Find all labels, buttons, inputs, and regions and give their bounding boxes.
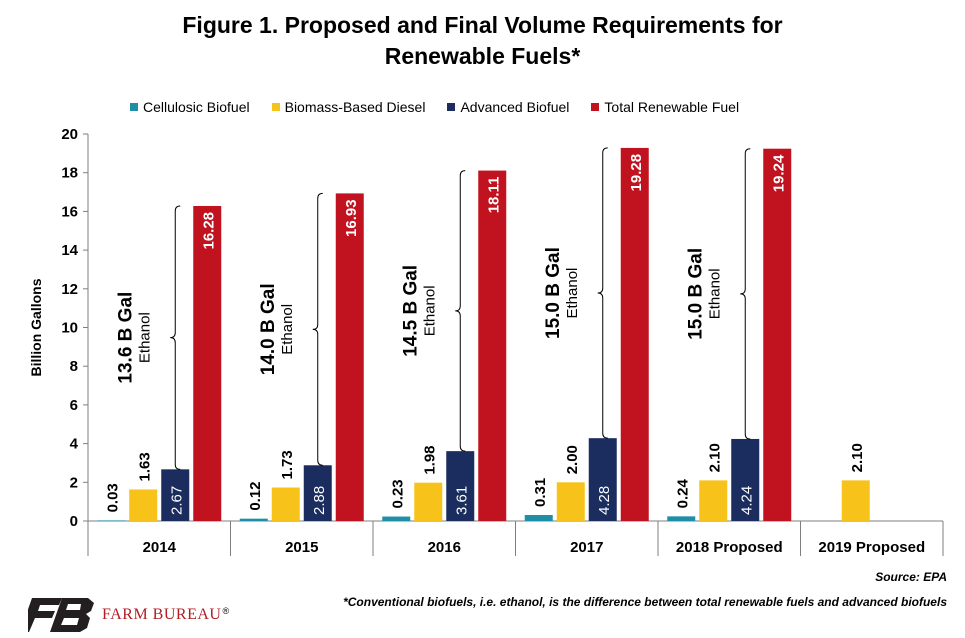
legend-label: Total Renewable Fuel <box>604 99 740 115</box>
legend-item: Biomass-Based Diesel <box>271 99 426 115</box>
legend: Cellulosic Biofuel Biomass-Based Diesel Ad… <box>130 97 739 117</box>
ethanol-amount-label: 13.6 B Gal <box>115 292 136 384</box>
data-label: 1.98 <box>421 445 438 474</box>
data-label: 4.24 <box>738 486 755 515</box>
data-label: 2.67 <box>168 486 185 515</box>
bar <box>667 516 696 521</box>
chart-title-line-2: Renewable Fuels* <box>384 43 581 69</box>
x-tick-label: 2017 <box>570 539 603 556</box>
y-tick-label: 20 <box>61 126 78 143</box>
y-tick-label: 6 <box>70 397 78 414</box>
ethanol-bracket <box>312 192 323 466</box>
data-label: 18.11 <box>485 177 502 214</box>
logo-text: FARM BUREAU <box>102 606 222 623</box>
data-label: 0.24 <box>674 479 691 509</box>
data-label: 1.73 <box>279 450 296 479</box>
y-tick-label: 18 <box>61 165 78 182</box>
bar <box>414 482 443 521</box>
data-label: 3.61 <box>453 486 470 515</box>
bar <box>524 515 553 521</box>
bar <box>620 147 649 521</box>
y-tick-label: 8 <box>70 358 78 375</box>
y-tick-label: 16 <box>61 203 78 220</box>
y-tick-label: 12 <box>61 281 78 298</box>
ethanol-label: Ethanol <box>564 268 581 319</box>
bar <box>699 480 728 521</box>
data-label: 19.28 <box>628 154 645 192</box>
x-tick-label: 2018 Proposed <box>676 539 783 556</box>
bar <box>731 438 760 521</box>
data-label: 2.88 <box>311 486 328 515</box>
y-tick-label: 4 <box>70 436 79 453</box>
chart-title-line-1: Figure 1. Proposed and Final Volume Requ… <box>182 12 783 38</box>
y-tick-label: 0 <box>70 513 78 530</box>
bar <box>763 148 792 521</box>
ethanol-bracket <box>170 205 181 470</box>
data-label: 19.24 <box>770 154 787 192</box>
bar <box>382 516 411 521</box>
bar <box>161 469 190 521</box>
legend-swatch <box>271 103 280 111</box>
data-label: 4.28 <box>596 486 613 515</box>
data-label: 1.63 <box>136 452 153 481</box>
bar <box>97 520 126 521</box>
bar <box>129 489 158 521</box>
ethanol-bracket <box>597 147 608 439</box>
registered-mark: ® <box>222 606 230 616</box>
data-label: 0.23 <box>389 479 406 508</box>
chart-title: Figure 1. Proposed and Final Volume Requ… <box>0 10 965 72</box>
farm-bureau-logo-icon <box>28 598 94 632</box>
legend-swatch <box>591 103 600 111</box>
ethanol-amount-label: 15.0 B Gal <box>543 247 564 339</box>
ethanol-label: Ethanol <box>706 268 723 319</box>
ethanol-label: Ethanol <box>279 304 296 355</box>
data-label: 0.03 <box>104 483 121 512</box>
ethanol-bracket <box>740 148 751 440</box>
bar <box>303 465 332 521</box>
legend-item: Advanced Biofuel <box>447 99 569 115</box>
bar <box>239 518 268 521</box>
footnote: *Conventional biofuels, i.e. ethanol, is… <box>343 595 947 609</box>
x-tick-label: 2019 Proposed <box>818 539 925 556</box>
legend-item: Total Renewable Fuel <box>591 99 739 115</box>
ethanol-amount-label: 15.0 B Gal <box>685 248 706 340</box>
data-label: 2.00 <box>564 445 581 474</box>
data-label: 16.93 <box>343 199 360 237</box>
bar <box>588 438 617 521</box>
data-label: 0.31 <box>532 478 549 507</box>
bar <box>841 480 870 521</box>
bar <box>335 193 364 522</box>
bar <box>446 451 475 521</box>
x-tick-label: 2014 <box>143 539 177 556</box>
legend-label: Advanced Biofuel <box>460 99 570 115</box>
legend-swatch <box>447 103 456 111</box>
x-tick-label: 2015 <box>285 539 318 556</box>
bar <box>193 205 222 521</box>
bar <box>478 170 507 521</box>
legend-item: Cellulosic Biofuel <box>130 99 250 115</box>
y-tick-label: 14 <box>61 242 78 259</box>
y-tick-label: 10 <box>61 320 78 337</box>
y-tick-label: 2 <box>70 474 78 491</box>
ethanol-amount-label: 14.0 B Gal <box>258 283 279 375</box>
data-label: 0.12 <box>247 481 264 510</box>
ethanol-amount-label: 14.5 B Gal <box>400 265 421 357</box>
bar <box>556 482 585 521</box>
x-tick-label: 2016 <box>428 539 461 556</box>
ethanol-label: Ethanol <box>421 285 438 336</box>
y-axis-label: Billion Gallons <box>28 278 44 376</box>
legend-label: Cellulosic Biofuel <box>143 99 250 115</box>
source-note: Source: EPA <box>875 570 947 584</box>
data-label: 16.28 <box>200 212 217 250</box>
bar <box>271 487 300 521</box>
ethanol-bracket <box>455 170 466 452</box>
legend-label: Biomass-Based Diesel <box>284 99 426 115</box>
data-label: 2.10 <box>706 443 723 472</box>
ethanol-label: Ethanol <box>136 312 153 363</box>
legend-swatch <box>130 103 138 111</box>
data-label: 2.10 <box>849 443 866 472</box>
farm-bureau-logo: FARM BUREAU ® <box>28 598 229 632</box>
